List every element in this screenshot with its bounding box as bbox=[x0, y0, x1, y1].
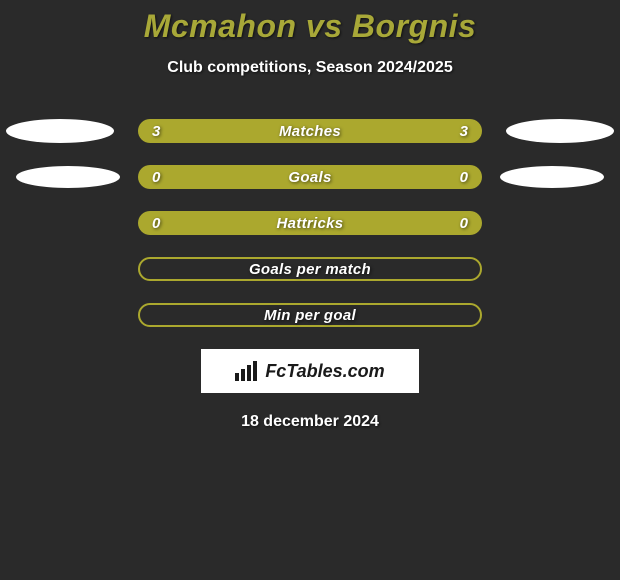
stat-bar: 0 Hattricks 0 bbox=[138, 211, 482, 235]
logo-box: FcTables.com bbox=[201, 349, 419, 393]
player-marker-right bbox=[500, 166, 604, 188]
stat-bar: 3 Matches 3 bbox=[138, 119, 482, 143]
stat-row: Goals per match bbox=[0, 257, 620, 281]
stat-value-right: 3 bbox=[460, 123, 468, 140]
logo-text: FcTables.com bbox=[265, 361, 384, 382]
logo: FcTables.com bbox=[235, 361, 384, 382]
stat-value-left: 0 bbox=[152, 169, 160, 186]
stat-bar: Min per goal bbox=[138, 303, 482, 327]
stat-rows: 3 Matches 3 0 Goals 0 0 Hattricks 0 Goals per mat… bbox=[0, 119, 620, 327]
bars-icon bbox=[235, 361, 261, 381]
stat-bar: Goals per match bbox=[138, 257, 482, 281]
stat-label: Hattricks bbox=[277, 215, 344, 232]
player-marker-left bbox=[6, 119, 114, 143]
subtitle: Club competitions, Season 2024/2025 bbox=[0, 59, 620, 77]
stat-row: 0 Goals 0 bbox=[0, 165, 620, 189]
stat-row: 3 Matches 3 bbox=[0, 119, 620, 143]
stat-label: Goals bbox=[288, 169, 331, 186]
stat-value-left: 0 bbox=[152, 215, 160, 232]
stat-value-right: 0 bbox=[460, 215, 468, 232]
stat-value-right: 0 bbox=[460, 169, 468, 186]
player-marker-left bbox=[16, 166, 120, 188]
player-marker-right bbox=[506, 119, 614, 143]
stat-label: Min per goal bbox=[264, 307, 356, 324]
date-line: 18 december 2024 bbox=[0, 413, 620, 431]
page-title: Mcmahon vs Borgnis bbox=[0, 0, 620, 45]
stat-bar: 0 Goals 0 bbox=[138, 165, 482, 189]
comparison-infographic: Mcmahon vs Borgnis Club competitions, Se… bbox=[0, 0, 620, 580]
stat-row: 0 Hattricks 0 bbox=[0, 211, 620, 235]
stat-value-left: 3 bbox=[152, 123, 160, 140]
stat-label: Matches bbox=[279, 123, 341, 140]
stat-label: Goals per match bbox=[249, 261, 371, 278]
stat-row: Min per goal bbox=[0, 303, 620, 327]
